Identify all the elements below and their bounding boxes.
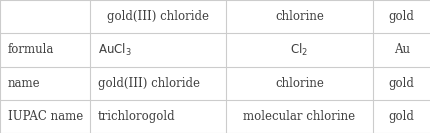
Text: chlorine: chlorine [274, 10, 323, 23]
Text: gold: gold [388, 110, 414, 123]
Text: gold: gold [388, 77, 414, 90]
Text: gold: gold [388, 10, 414, 23]
Text: trichlorogold: trichlorogold [98, 110, 175, 123]
Text: name: name [8, 77, 40, 90]
Text: $\mathrm{AuCl_{3}}$: $\mathrm{AuCl_{3}}$ [98, 42, 131, 58]
Text: chlorine: chlorine [274, 77, 323, 90]
Text: gold(III) chloride: gold(III) chloride [98, 77, 200, 90]
Text: Au: Au [393, 43, 409, 56]
Text: IUPAC name: IUPAC name [8, 110, 83, 123]
Text: $\mathrm{Cl_{2}}$: $\mathrm{Cl_{2}}$ [290, 42, 308, 58]
Text: molecular chlorine: molecular chlorine [243, 110, 355, 123]
Text: gold(III) chloride: gold(III) chloride [107, 10, 209, 23]
Text: formula: formula [8, 43, 54, 56]
